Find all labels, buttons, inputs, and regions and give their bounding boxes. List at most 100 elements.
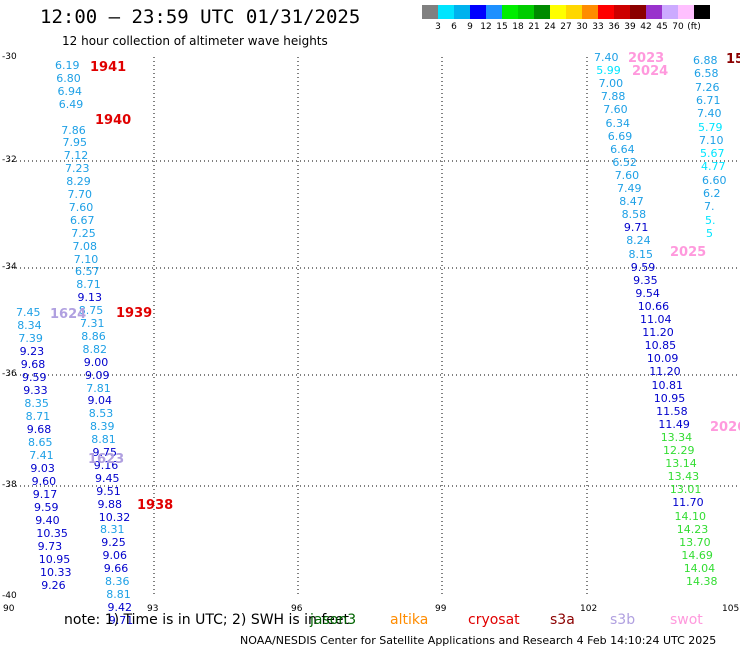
- wave-height-value: 5.67: [700, 147, 725, 161]
- wave-height-value: 7.25: [71, 226, 96, 240]
- wave-height-value: 8.81: [91, 433, 116, 447]
- wave-height-value: 7.08: [72, 239, 98, 253]
- colorbar-swatch: [614, 5, 630, 19]
- colorbar-tick-label: 9: [467, 22, 473, 32]
- wave-height-value: 9.71: [623, 221, 649, 235]
- colorbar-tick-label: 24: [544, 22, 556, 32]
- colorbar-swatch: [470, 5, 486, 19]
- wave-height-value: 9.88: [97, 497, 123, 511]
- wave-height-value: 9.71: [108, 613, 134, 627]
- colorbar-swatch: [678, 5, 694, 19]
- footer-credit: NOAA/NESDIS Center for Satellite Applica…: [240, 634, 717, 647]
- pass-time-label: 1938: [137, 498, 174, 513]
- wave-height-value: 8.65: [28, 436, 53, 449]
- wave-height-value: 7.23: [65, 162, 90, 176]
- wave-height-value: 8.35: [24, 397, 49, 410]
- colorbar-unit: (ft): [687, 22, 701, 32]
- wave-height-value: 9.75: [92, 446, 118, 459]
- colorbar-swatch: [502, 5, 518, 19]
- wave-height-value: 6.49: [58, 97, 84, 111]
- wave-height-value: 7.12: [63, 149, 89, 163]
- wave-height-value: 14.23: [676, 522, 709, 536]
- wave-height-value: 8.82: [82, 342, 108, 356]
- wave-height-value: 8.86: [81, 329, 106, 343]
- wave-height-value: 11.49: [658, 417, 690, 431]
- wave-height-value: 7.10: [73, 252, 99, 266]
- wave-height-value: 7.60: [614, 168, 640, 182]
- wave-height-value: 9.33: [23, 384, 48, 397]
- wave-height-value: 8.47: [619, 195, 644, 209]
- wave-height-value: 6.94: [57, 84, 83, 98]
- wave-height-value: 5.79: [698, 120, 723, 134]
- y-tick-label: -36: [2, 369, 17, 379]
- colorbar-tick-label: 42: [640, 22, 652, 32]
- wave-height-value: 11.04: [640, 313, 672, 326]
- pass-time-label: 15: [726, 52, 740, 67]
- colorbar-tick-label: 33: [592, 22, 604, 32]
- wave-height-value: 9.40: [35, 514, 60, 527]
- colorbar-tick-label: 39: [624, 22, 636, 32]
- wave-height-value: 8.36: [105, 575, 130, 588]
- pass-time-label: 2024: [632, 64, 669, 79]
- colorbar-swatch: [422, 5, 438, 19]
- colorbar-swatch: [454, 5, 470, 19]
- wave-height-value: 8.24: [626, 234, 651, 248]
- wave-height-value: 5: [706, 226, 713, 240]
- wave-height-value: 9.09: [85, 368, 110, 382]
- wave-height-value: 6.52: [612, 155, 637, 169]
- pass-time-label: 1941: [90, 60, 127, 75]
- wave-height-value: 9.73: [37, 540, 63, 553]
- wave-height-value: 7.31: [80, 317, 105, 330]
- satellite-legend-item: jason3: [310, 612, 357, 628]
- wave-height-value: 10.95: [653, 391, 686, 405]
- wave-height-value: 13.34: [660, 430, 693, 444]
- wave-height-value: 6.71: [696, 93, 721, 107]
- y-tick-label: -40: [2, 591, 17, 601]
- wave-height-value: 10.09: [646, 352, 679, 366]
- colorbar-swatch: [582, 5, 598, 19]
- units-note: note: 1) Time is in UTC; 2) SWH is in fe…: [64, 612, 350, 628]
- wave-height-value: 7.: [704, 200, 715, 214]
- wave-height-value: 8.29: [66, 175, 91, 189]
- colorbar-tick-label: 15: [496, 22, 508, 32]
- wave-height-value: 9.06: [102, 549, 128, 563]
- pass-time-label: 2023: [628, 51, 665, 66]
- satellite-legend-item: altika: [390, 612, 429, 628]
- satellite-legend-item: swot: [670, 612, 703, 628]
- wave-height-value: 5.: [705, 213, 716, 227]
- wave-height-value: 7.45: [16, 306, 41, 319]
- satellite-legend-item: cryosat: [468, 612, 520, 628]
- wave-height-value: 9.25: [101, 536, 126, 550]
- wave-height-value: 9.59: [34, 501, 59, 514]
- wave-height-value: 6.58: [694, 67, 719, 81]
- wave-height-value: 6.88: [693, 54, 718, 67]
- y-tick-label: -32: [2, 155, 17, 165]
- wave-height-value: 7.39: [18, 332, 43, 345]
- wave-height-value: 9.66: [103, 562, 129, 576]
- wave-height-value: 8.71: [76, 278, 101, 292]
- y-tick-label: -34: [2, 262, 17, 272]
- wave-height-value: 9.26: [41, 579, 66, 592]
- page-subtitle: 12 hour collection of altimeter wave hei…: [62, 34, 328, 48]
- wave-height-value: 8.34: [17, 319, 42, 332]
- wave-height-value: 6.64: [610, 142, 635, 156]
- wave-height-value: 6.19: [55, 59, 80, 72]
- wave-height-value: 7.70: [67, 188, 93, 201]
- wave-height-value: 7.86: [61, 123, 86, 137]
- wave-height-value: 6.2: [703, 187, 721, 200]
- wave-height-value: 9.51: [96, 484, 121, 498]
- colorbar-tick-label: 70: [672, 22, 684, 32]
- wave-height-value: 6.34: [605, 116, 631, 130]
- wave-height-value: 11.20: [642, 326, 674, 340]
- y-tick-label: -38: [2, 480, 17, 490]
- wave-height-value: 7.10: [699, 133, 724, 147]
- wave-height-value: 11.70: [672, 496, 704, 510]
- wave-height-value: 9.35: [633, 273, 658, 287]
- wave-height-value: 13.01: [669, 483, 702, 497]
- colorbar-tick-label: 30: [576, 22, 588, 32]
- wave-height-value: 7.49: [617, 182, 642, 195]
- wave-height-value: 10.32: [98, 510, 131, 524]
- colorbar-tick-label: 36: [608, 22, 620, 32]
- wave-height-value: 9.60: [31, 475, 57, 488]
